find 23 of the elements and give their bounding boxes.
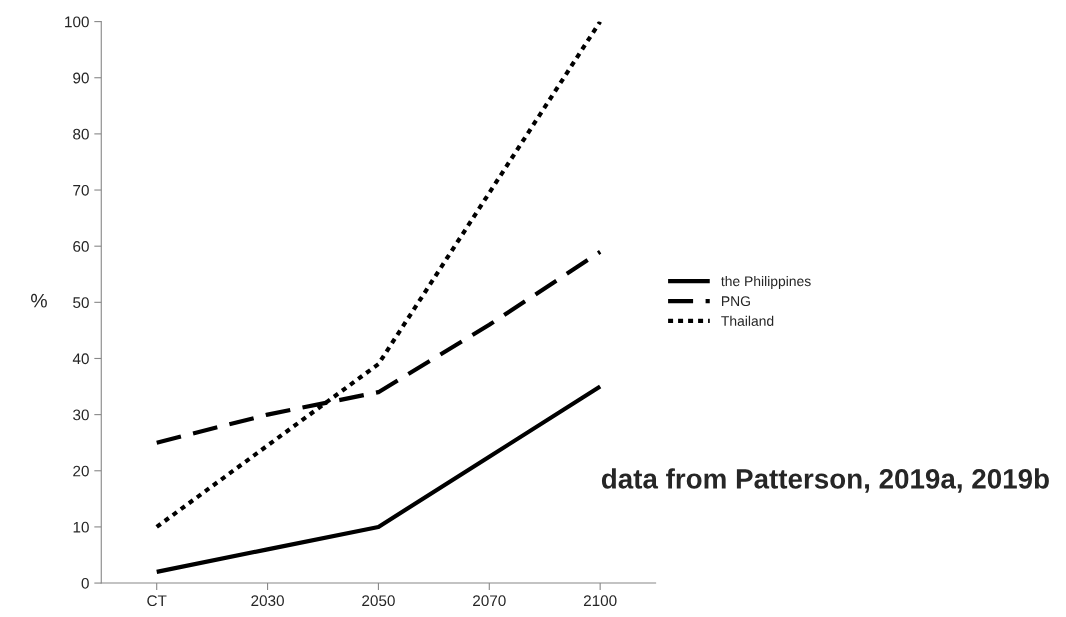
y-tick-label: 40 [72, 353, 89, 365]
annotation: data from Patterson, 2019a, 2019b [601, 468, 1049, 493]
y-tick-label: 90 [73, 72, 89, 84]
y-tick-label: 20 [73, 465, 89, 477]
y-tick-label: 30 [73, 409, 89, 421]
y-tick-label: 0 [81, 577, 89, 589]
y-tick-label: 80 [73, 128, 89, 140]
legend-label: PNG [722, 296, 750, 307]
x-tick-label: 2070 [473, 595, 506, 607]
x-tick-label: 2050 [362, 595, 395, 607]
y-tick-label: 100 [65, 16, 89, 28]
y-tick-label: 60 [73, 241, 89, 252]
line-series [154, 384, 603, 574]
y-tick-label: 70 [73, 184, 89, 196]
y-tick-label: 10 [73, 521, 89, 533]
line-series [154, 21, 603, 530]
x-tick-label: CT [147, 595, 167, 607]
legend-label: Thailand [721, 315, 774, 326]
y-tick-label: 50 [73, 297, 89, 309]
x-tick-label: 2030 [251, 595, 284, 607]
y-axis-title: % [31, 293, 47, 308]
legend-label: the Philippines [721, 275, 811, 289]
x-tick-label: 2100 [583, 595, 617, 607]
